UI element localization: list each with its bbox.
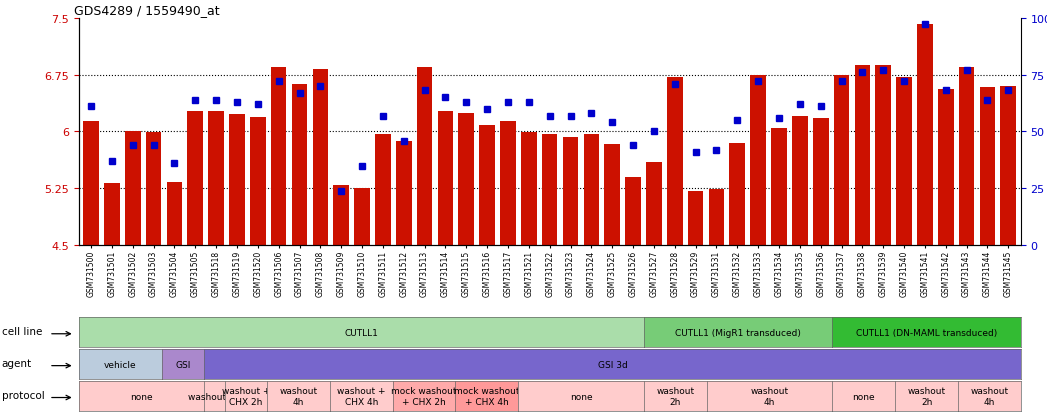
Bar xyxy=(688,192,704,246)
Bar xyxy=(542,135,557,246)
Bar xyxy=(709,190,725,246)
Text: washout
4h: washout 4h xyxy=(971,387,1008,406)
Bar xyxy=(875,66,891,246)
Bar xyxy=(521,133,537,246)
Bar xyxy=(917,25,933,246)
Bar xyxy=(959,68,975,246)
Bar xyxy=(938,90,954,246)
Bar xyxy=(208,112,224,246)
Text: vehicle: vehicle xyxy=(104,360,137,369)
Bar xyxy=(562,138,578,246)
Bar xyxy=(83,121,98,246)
Bar xyxy=(772,129,786,246)
Text: CUTLL1: CUTLL1 xyxy=(344,328,378,337)
Text: washout
4h: washout 4h xyxy=(751,387,788,406)
Text: washout +
CHX 2h: washout + CHX 2h xyxy=(222,387,270,406)
Text: mock washout
+ CHX 4h: mock washout + CHX 4h xyxy=(454,387,519,406)
Bar xyxy=(459,114,474,246)
Bar xyxy=(730,144,745,246)
Bar xyxy=(396,141,411,246)
Text: CUTLL1 (MigR1 transduced): CUTLL1 (MigR1 transduced) xyxy=(675,328,801,337)
Bar xyxy=(833,76,849,246)
Bar xyxy=(604,145,620,246)
Bar xyxy=(751,76,766,246)
Bar xyxy=(125,131,140,246)
Text: protocol: protocol xyxy=(1,389,44,399)
Bar xyxy=(313,70,328,246)
Bar xyxy=(625,178,641,246)
Text: none: none xyxy=(570,392,593,401)
Bar xyxy=(667,78,683,246)
Bar xyxy=(229,115,245,246)
Text: washout +
CHX 4h: washout + CHX 4h xyxy=(337,387,385,406)
Bar xyxy=(166,182,182,246)
Bar xyxy=(292,85,308,246)
Bar xyxy=(187,112,203,246)
Bar xyxy=(583,135,599,246)
Bar xyxy=(375,135,391,246)
Bar xyxy=(896,78,912,246)
Text: cell line: cell line xyxy=(1,326,42,336)
Bar xyxy=(500,121,516,246)
Text: none: none xyxy=(130,392,153,401)
Bar xyxy=(480,126,495,246)
Text: GDS4289 / 1559490_at: GDS4289 / 1559490_at xyxy=(73,5,220,17)
Bar xyxy=(792,117,807,246)
Text: agent: agent xyxy=(1,358,31,368)
Bar xyxy=(854,66,870,246)
Text: CUTLL1 (DN-MAML transduced): CUTLL1 (DN-MAML transduced) xyxy=(856,328,997,337)
Bar xyxy=(980,88,996,246)
Bar xyxy=(438,112,453,246)
Text: washout 2h: washout 2h xyxy=(188,392,241,401)
Bar xyxy=(417,68,432,246)
Text: none: none xyxy=(852,392,875,401)
Text: GSI: GSI xyxy=(176,360,191,369)
Bar xyxy=(250,118,266,246)
Bar xyxy=(646,162,662,246)
Bar xyxy=(354,189,370,246)
Text: GSI 3d: GSI 3d xyxy=(598,360,627,369)
Bar xyxy=(104,184,119,246)
Bar xyxy=(333,186,349,246)
Text: washout
2h: washout 2h xyxy=(656,387,694,406)
Text: mock washout
+ CHX 2h: mock washout + CHX 2h xyxy=(392,387,456,406)
Bar xyxy=(271,68,287,246)
Bar xyxy=(146,133,161,246)
Text: washout
2h: washout 2h xyxy=(908,387,945,406)
Bar xyxy=(812,119,828,246)
Bar xyxy=(1001,87,1017,246)
Text: washout
4h: washout 4h xyxy=(280,387,317,406)
